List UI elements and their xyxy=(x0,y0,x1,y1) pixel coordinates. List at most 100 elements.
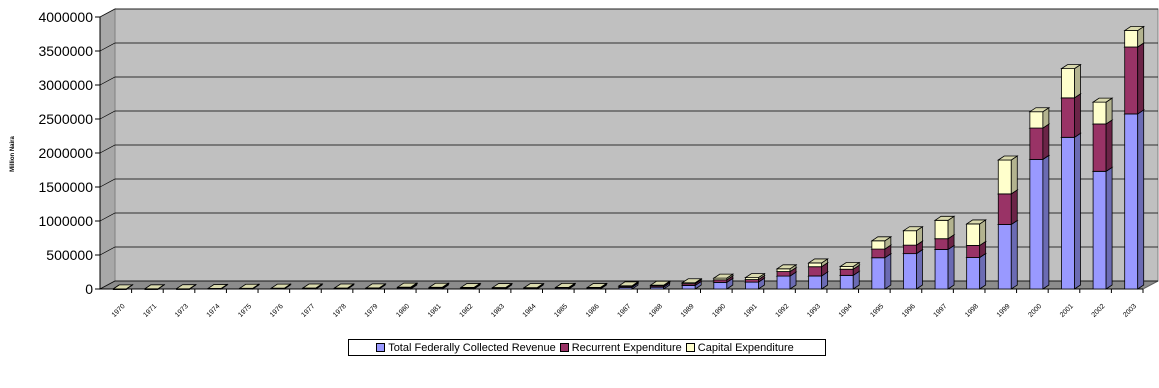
legend-swatch xyxy=(685,343,695,352)
bar-top xyxy=(175,284,197,290)
bar-side xyxy=(1010,219,1018,290)
y-tick-label: 2500000 xyxy=(38,111,93,127)
bar-side xyxy=(916,248,923,290)
bar-front xyxy=(997,224,1012,290)
bar-segment xyxy=(870,252,893,290)
bar-side xyxy=(947,244,955,290)
bar-top xyxy=(333,283,355,289)
bar-top xyxy=(1028,107,1051,113)
bar-front xyxy=(839,274,854,290)
bar-segment xyxy=(775,264,798,273)
bar-side xyxy=(1074,93,1081,139)
bar-top xyxy=(143,284,166,290)
bar-top xyxy=(680,278,703,284)
bar-segment xyxy=(175,283,197,290)
bar-top xyxy=(396,282,419,288)
bar-front xyxy=(1124,46,1139,115)
bar-segment xyxy=(586,282,608,289)
y-tick-label: 1000000 xyxy=(38,213,93,229)
bar-segment xyxy=(996,219,1019,290)
bar-top xyxy=(206,284,229,289)
bar-front xyxy=(1092,170,1107,290)
y-tick-label: 1500000 xyxy=(38,179,93,195)
bar-top xyxy=(491,283,513,288)
x-tick-label: 1984 xyxy=(522,303,538,319)
bar-top xyxy=(870,236,893,242)
bar-side xyxy=(1042,123,1050,161)
bar-front xyxy=(839,268,854,276)
bar-front xyxy=(966,257,981,290)
bar-front xyxy=(1092,101,1107,125)
x-tick-label: 1983 xyxy=(490,303,506,319)
bar-top xyxy=(838,262,861,267)
bar-front xyxy=(903,244,917,255)
bar-segment xyxy=(1123,42,1146,115)
legend-label: Recurrent Expenditure xyxy=(571,341,682,354)
bar-front xyxy=(808,275,823,290)
bar-segment xyxy=(1060,93,1082,139)
bar-side xyxy=(1074,63,1081,99)
bar-segment xyxy=(838,261,861,270)
legend-item: Recurrent Expenditure xyxy=(559,341,682,354)
x-tick-label: 1980 xyxy=(395,303,411,319)
x-tick-label: 1981 xyxy=(427,303,443,319)
gridline xyxy=(99,144,1158,154)
bar-top xyxy=(301,283,324,289)
legend: Total Federally Collected Revenue Recurr… xyxy=(348,339,826,356)
x-tick-label: 2003 xyxy=(1122,303,1138,319)
bar-top xyxy=(996,155,1019,161)
x-tick-label: 1996 xyxy=(901,303,917,319)
legend-label: Capital Expenditure xyxy=(697,341,794,354)
gridline xyxy=(99,42,1158,52)
bar-segment xyxy=(807,258,829,268)
legend-swatch xyxy=(376,343,386,352)
bar-side xyxy=(979,252,987,290)
bar-top xyxy=(1123,26,1146,31)
bar-segment xyxy=(1091,119,1114,173)
bar-top xyxy=(933,215,956,221)
bar-front xyxy=(871,257,886,290)
x-tick-label: 1982 xyxy=(458,303,474,319)
bar-top xyxy=(238,283,261,289)
gridline xyxy=(99,246,1158,256)
bar-top xyxy=(554,282,577,288)
x-axis: 1970 1971 1973 1974 1975 1976 1977 1978 1979 1980… xyxy=(111,289,1144,319)
bar-front xyxy=(1061,97,1075,138)
bar-front xyxy=(776,268,791,272)
bar-front xyxy=(776,271,791,277)
gridline xyxy=(99,76,1158,86)
bar-segment xyxy=(1028,123,1051,161)
bar-side xyxy=(1105,166,1113,290)
bar-front xyxy=(713,281,728,290)
bar-top xyxy=(965,219,987,225)
bar-front xyxy=(681,284,696,290)
bar-side xyxy=(1074,132,1081,290)
x-tick-label: 1992 xyxy=(774,303,790,319)
bar-segment xyxy=(396,282,419,289)
bar-side xyxy=(1010,189,1018,226)
bar-front xyxy=(808,262,823,268)
x-tick-label: 1979 xyxy=(364,303,380,319)
x-tick-label: 1975 xyxy=(237,303,253,319)
legend-label: Total Federally Collected Revenue xyxy=(388,341,556,354)
gridline xyxy=(99,178,1158,188)
x-tick-label: 1989 xyxy=(680,303,696,319)
bar-segment xyxy=(428,282,450,289)
y-tick-label: 3500000 xyxy=(38,43,93,59)
x-tick-label: 1976 xyxy=(269,303,285,319)
gridline xyxy=(99,8,1158,18)
bar-front xyxy=(934,219,949,240)
bar-top xyxy=(744,273,766,279)
bar-segment xyxy=(996,155,1019,195)
bar-side xyxy=(884,252,892,290)
x-tick-label: 1995 xyxy=(869,303,885,319)
bar-segment xyxy=(522,282,545,289)
bar-front xyxy=(934,249,949,290)
bar-side xyxy=(1137,42,1145,115)
x-tick-label: 1988 xyxy=(648,303,664,319)
bar-segment xyxy=(111,284,134,290)
bar-side xyxy=(1042,154,1050,290)
legend-swatch xyxy=(559,343,569,352)
x-tick-label: 2001 xyxy=(1059,303,1075,319)
x-tick-label: 1997 xyxy=(933,303,949,319)
